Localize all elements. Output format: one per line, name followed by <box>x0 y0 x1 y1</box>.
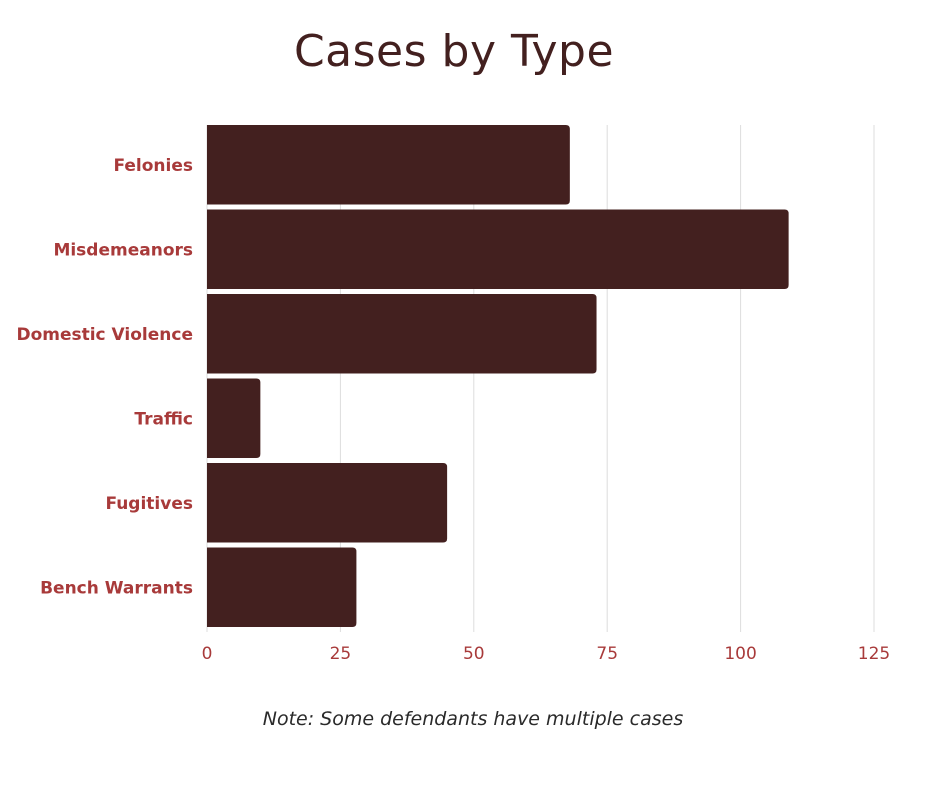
category-labels: Felonies Misdemeanors Domestic Violence Tra… <box>16 156 193 599</box>
bar <box>207 378 261 458</box>
bar <box>207 209 789 289</box>
x-tick-label: 0 <box>202 644 213 664</box>
category-label: Domestic Violence <box>16 325 193 345</box>
category-label: Bench Warrants <box>40 578 193 598</box>
bar-chart: Felonies Misdemeanors Domestic Violence Tra… <box>16 125 891 664</box>
category-label: Traffic <box>134 409 193 429</box>
bar <box>207 125 570 205</box>
x-tick-label: 25 <box>330 644 352 664</box>
bar <box>207 463 448 543</box>
bars <box>207 125 789 627</box>
chart-title: Cases by Type <box>293 26 615 77</box>
bar <box>207 294 597 374</box>
x-tick-label: 50 <box>463 644 485 664</box>
x-tick-label: 125 <box>858 644 890 664</box>
x-axis-tick-labels: 0 25 50 75 100 125 <box>202 644 891 664</box>
category-label: Fugitives <box>105 494 193 514</box>
category-label: Misdemeanors <box>53 240 193 260</box>
x-tick-label: 100 <box>724 644 756 664</box>
category-label: Felonies <box>113 156 193 176</box>
chart-note: Note: Some defendants have multiple case… <box>262 708 684 730</box>
x-tick-label: 75 <box>596 644 618 664</box>
bar <box>207 547 357 627</box>
